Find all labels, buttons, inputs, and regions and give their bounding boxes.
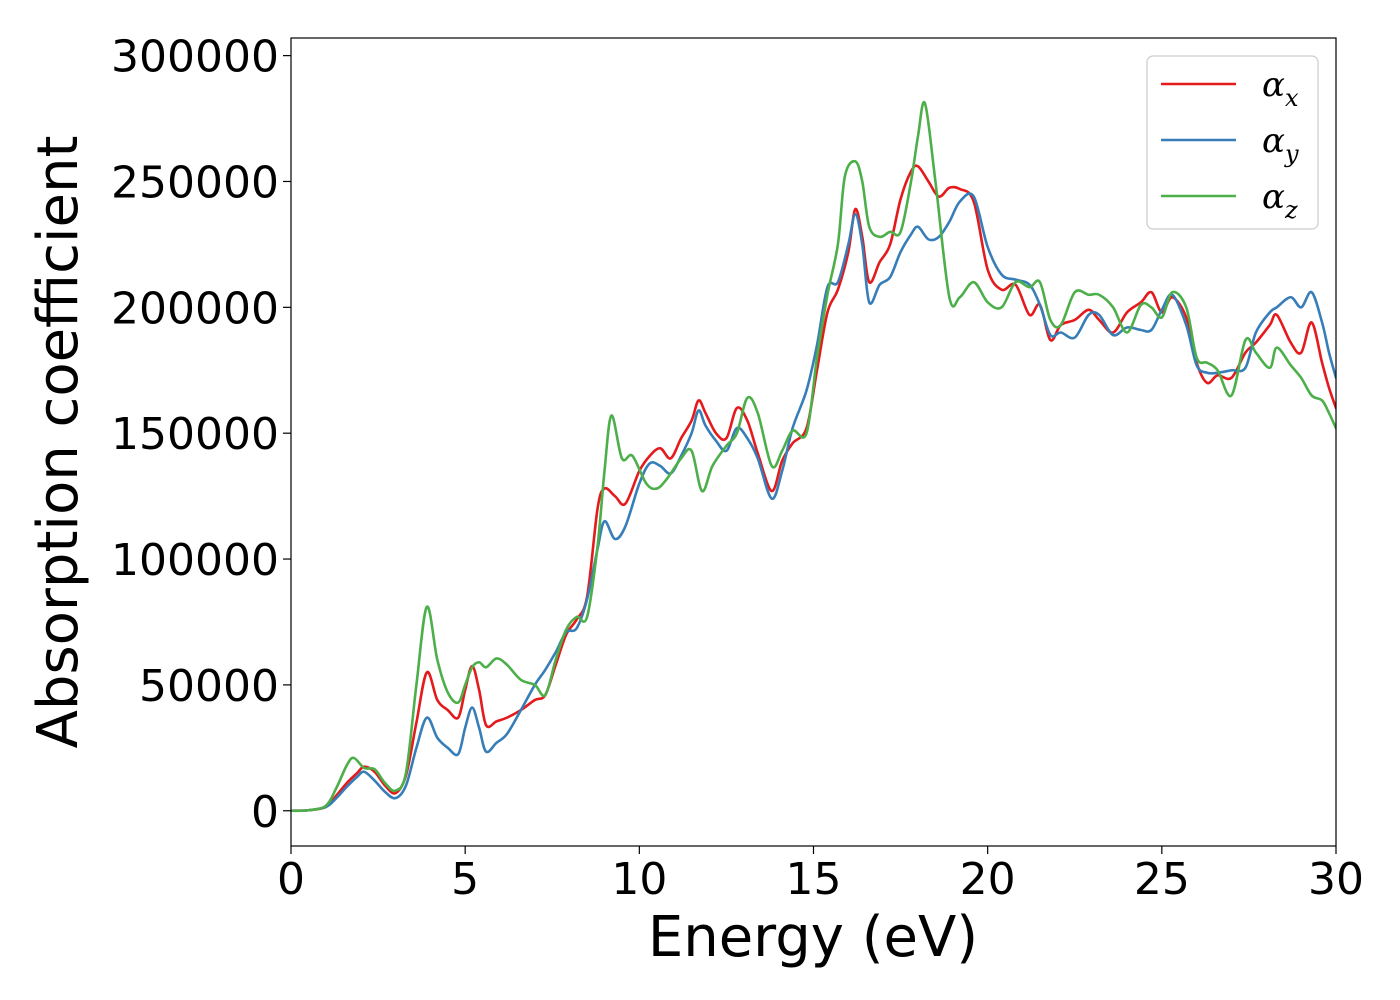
y-axis-ticks: 0 50000 100000 150000 200000 250000 300000 bbox=[111, 32, 291, 838]
y-axis-label: Absorption coefficient bbox=[26, 136, 91, 749]
series-line-x bbox=[291, 164, 1336, 813]
y-tick-label: 250000 bbox=[111, 157, 279, 208]
x-tick-label: 25 bbox=[1134, 854, 1190, 905]
x-tick-label: 5 bbox=[451, 854, 479, 905]
x-axis-ticks: 0 5 10 15 20 25 30 bbox=[277, 846, 1364, 905]
x-tick-label: 20 bbox=[960, 854, 1016, 905]
legend-box bbox=[1146, 55, 1319, 230]
x-tick-label: 15 bbox=[786, 854, 842, 905]
x-tick-label: 30 bbox=[1308, 854, 1364, 905]
legend-label-x: αx bbox=[1262, 65, 1299, 112]
y-tick-label: 0 bbox=[251, 787, 279, 838]
legend-label-y: αy bbox=[1262, 121, 1299, 168]
y-tick-label: 50000 bbox=[139, 661, 279, 712]
x-axis-label: Energy (eV) bbox=[648, 905, 978, 970]
x-tick-label: 0 bbox=[277, 854, 305, 905]
x-tick-label: 10 bbox=[611, 854, 667, 905]
y-tick-label: 100000 bbox=[111, 535, 279, 586]
series-line-y bbox=[291, 192, 1336, 813]
series-line-z bbox=[291, 100, 1336, 813]
y-tick-label: 200000 bbox=[111, 283, 279, 334]
legend-label-z: αz bbox=[1262, 177, 1298, 224]
y-tick-label: 150000 bbox=[111, 409, 279, 460]
legend: αx αy αz bbox=[1146, 55, 1319, 230]
series-layer bbox=[291, 100, 1336, 813]
y-tick-label: 300000 bbox=[111, 32, 279, 83]
